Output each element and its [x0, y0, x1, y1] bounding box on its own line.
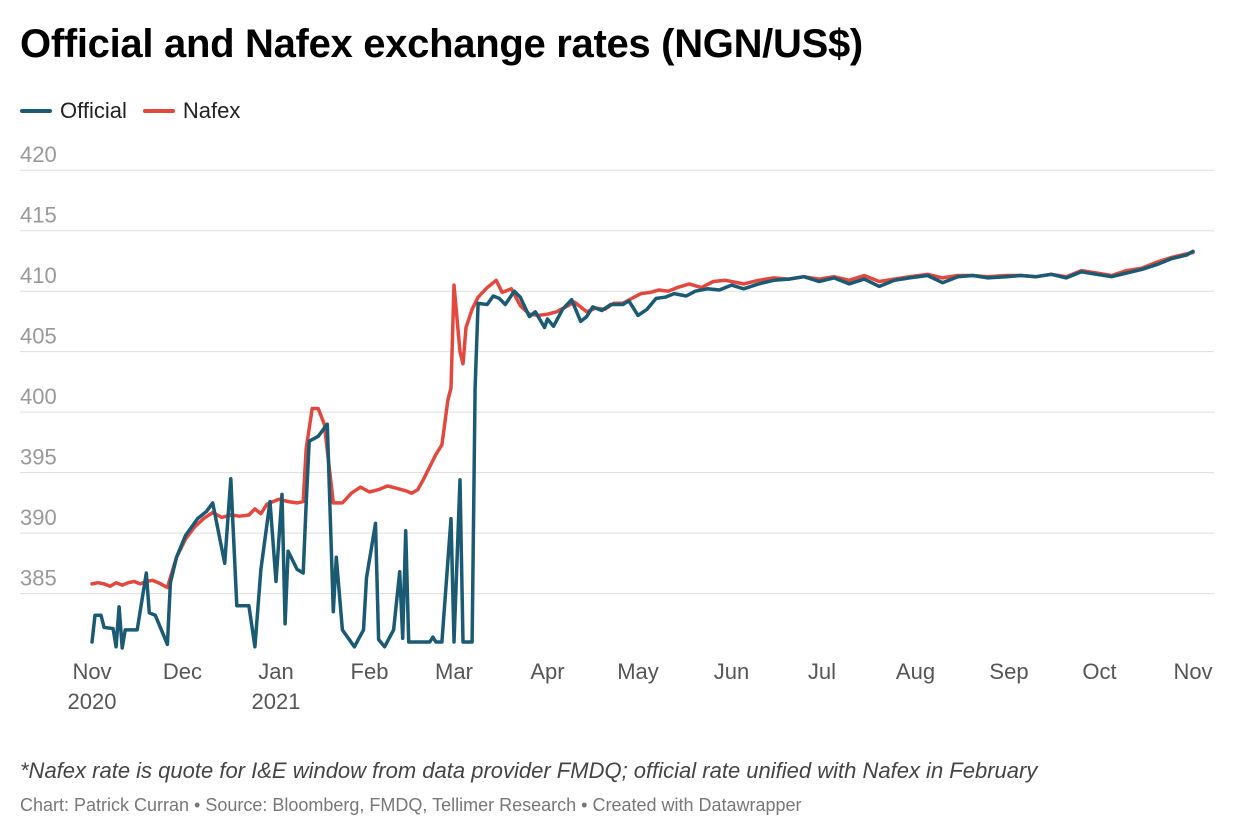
- x-tick-label: Nov: [72, 659, 111, 684]
- legend-label-official: Official: [60, 98, 127, 123]
- y-axis-tick-labels: 385 390 395 400 405 410 415 420: [20, 142, 57, 590]
- chart-title: Official and Nafex exchange rates (NGN/U…: [20, 22, 863, 66]
- x-tick-label: Sep: [989, 659, 1028, 684]
- x-tick-year-label: 2020: [68, 689, 117, 714]
- y-tick-label: 390: [20, 505, 57, 530]
- x-tick-label: Jul: [808, 659, 836, 684]
- series-line-official: [90, 249, 1195, 650]
- series-line-nafex: [90, 250, 1195, 590]
- legend-swatch-official: [20, 109, 52, 113]
- legend-item-official: Official: [20, 98, 127, 124]
- y-tick-label: 405: [20, 324, 57, 349]
- x-tick-label: May: [617, 659, 659, 684]
- x-tick-year-label: 2021: [252, 689, 301, 714]
- x-axis-tick-labels: Nov 2020 Dec Jan 2021 Feb Mar Apr May Jun Jul Aug Se…: [68, 659, 1213, 714]
- x-tick-label: Mar: [435, 659, 473, 684]
- y-tick-label: 395: [20, 445, 57, 470]
- legend-label-nafex: Nafex: [182, 98, 241, 123]
- y-tick-label: 385: [20, 566, 57, 591]
- y-tick-label: 415: [20, 203, 57, 228]
- legend-swatch-nafex: [142, 109, 175, 113]
- source-credit: Chart: Patrick Curran • Source: Bloomber…: [20, 795, 802, 815]
- x-tick-label: Dec: [163, 659, 202, 684]
- legend: Official Nafex: [20, 98, 256, 124]
- series-lines: [90, 249, 1195, 650]
- x-tick-label: Aug: [896, 659, 935, 684]
- x-tick-label: Nov: [1173, 659, 1212, 684]
- gridlines: [20, 169, 1214, 595]
- footnote: *Nafex rate is quote for I&E window from…: [20, 758, 1038, 783]
- y-tick-label: 400: [20, 384, 57, 409]
- x-tick-label: Apr: [530, 659, 564, 684]
- legend-item-nafex: Nafex: [142, 98, 241, 124]
- x-tick-label: Jan: [258, 659, 293, 684]
- x-tick-label: Oct: [1082, 659, 1116, 684]
- x-tick-label: Jun: [714, 659, 749, 684]
- x-tick-label: Feb: [351, 659, 389, 684]
- y-tick-label: 410: [20, 263, 57, 288]
- y-tick-label: 420: [20, 142, 57, 167]
